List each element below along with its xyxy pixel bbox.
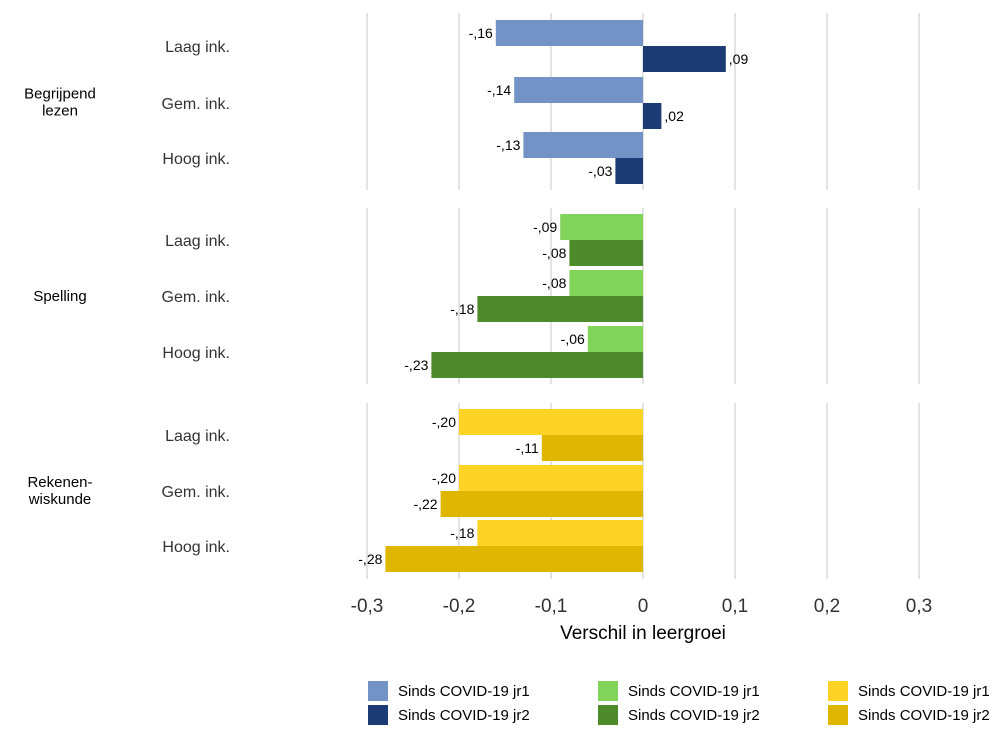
bar [615,158,643,184]
subcategory-label: Hoog ink. [162,539,230,556]
value-labels: -,16 ,09 -,14 ,02 -,13 -,03 -,09 -,08 -,08 -,18 -,… [358,25,748,567]
legend-label: Sinds COVID-19 jr2 [398,707,530,724]
legend-label: Sinds COVID-19 jr2 [628,707,760,724]
group-label: Begrijpend lezen [24,86,96,120]
x-tick-label: 0 [638,596,649,617]
data-label: -,22 [413,496,437,512]
subcategory-label: Gem. ink. [162,484,230,501]
data-label: -,03 [588,163,612,179]
group-label: Spelling [33,288,86,305]
x-tick-label: -0,2 [443,596,476,617]
bar [477,520,643,546]
legend-swatch [368,681,388,701]
legend-label: Sinds COVID-19 jr1 [398,683,530,700]
legend-swatch [828,681,848,701]
x-tick-label: -0,1 [535,596,568,617]
data-label: ,02 [664,108,684,124]
bar [440,491,643,517]
bar [643,46,726,72]
bar [569,240,643,266]
data-label: -,16 [469,25,493,41]
bar [495,20,643,46]
bar [587,326,643,352]
data-label: ,09 [729,51,749,67]
data-label: -,11 [516,440,539,456]
data-label: -,20 [432,414,456,430]
x-axis-title: Verschil in leergroei [560,623,726,644]
legend-swatch [368,705,388,725]
subcategory-labels: Laag ink. Gem. ink. Hoog ink. Laag ink. Gem.… [162,39,230,556]
bar [514,77,643,103]
data-label: -,08 [542,275,566,291]
subcategory-label: Laag ink. [165,39,230,56]
subcategory-label: Laag ink. [165,428,230,445]
legend-swatch [598,705,618,725]
bar [523,132,643,158]
data-label: -,20 [432,470,456,486]
legend-swatch [598,681,618,701]
data-label: -,08 [542,245,566,261]
legend-label: Sinds COVID-19 jr1 [858,683,990,700]
subcategory-label: Laag ink. [165,233,230,250]
subcategory-label: Hoog ink. [162,345,230,362]
subcategory-label: Gem. ink. [162,96,230,113]
bar [385,546,643,572]
bar [459,465,643,491]
bar [643,103,662,129]
data-label: -,14 [487,82,511,98]
bar [477,296,643,322]
subcategory-label: Gem. ink. [162,289,230,306]
data-label: -,13 [496,137,520,153]
group-labels: Begrijpend lezen Spelling Rekenen-wiskunde [24,86,96,509]
x-tick-label: 0,2 [814,596,840,617]
data-label: -,18 [450,525,474,541]
bar [459,409,643,435]
data-label: -,09 [533,219,557,235]
data-label: -,18 [450,301,474,317]
x-tick-label: -0,3 [351,596,384,617]
legend: Sinds COVID-19 jr1 Sinds COVID-19 jr2 Sind… [368,681,990,725]
bar [541,435,643,461]
bar [569,270,643,296]
x-axis-ticks: -0,3 -0,2 -0,1 0 0,1 0,2 0,3 [351,596,933,617]
legend-swatch [828,705,848,725]
bar [431,352,643,378]
bar [560,214,643,240]
subcategory-label: Hoog ink. [162,151,230,168]
data-label: -,23 [404,357,428,373]
group-label: Rekenen-wiskunde [27,474,92,508]
legend-label: Sinds COVID-19 jr1 [628,683,760,700]
legend-label: Sinds COVID-19 jr2 [858,707,990,724]
bars [385,20,726,572]
x-tick-label: 0,1 [722,596,748,617]
data-label: -,28 [358,551,382,567]
x-tick-label: 0,3 [906,596,932,617]
data-label: -,06 [561,331,585,347]
